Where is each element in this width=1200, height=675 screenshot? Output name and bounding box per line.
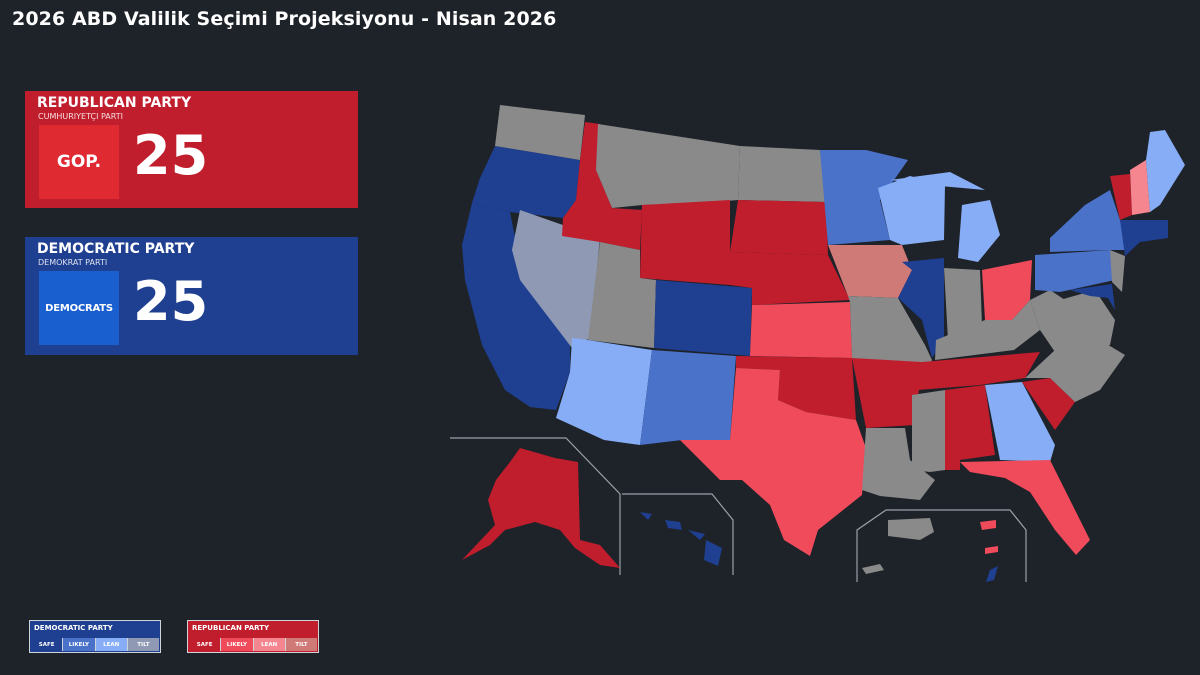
democrats-logo-text: DEMOCRATS <box>45 302 113 314</box>
state-oklahoma <box>736 356 856 420</box>
state-illinois <box>898 258 944 358</box>
state-pennsylvania <box>1035 250 1115 292</box>
republican-legend: REPUBLICAN PARTY SAFE LIKELY LEAN TILT <box>187 620 319 653</box>
republican-seat-card: REPUBLICAN PARTY CUMHURIYETÇI PARTI GOP.… <box>25 91 358 208</box>
state-west-virginia <box>1030 290 1065 330</box>
territory-islet <box>862 564 884 574</box>
state-georgia <box>985 382 1055 462</box>
republican-seat-count: 25 <box>133 124 209 187</box>
republican-party-subtitle: CUMHURIYETÇI PARTI <box>38 112 123 121</box>
legend-dem-lean: LEAN <box>94 638 127 651</box>
democratic-legend-levels: SAFE LIKELY LEAN TILT <box>31 638 159 651</box>
state-montana <box>596 124 740 208</box>
democratic-party-name: DEMOCRATIC PARTY <box>37 241 195 257</box>
state-california <box>462 203 570 410</box>
state-texas <box>680 368 866 556</box>
state-new-hampshire <box>1130 160 1150 215</box>
democratic-legend: DEMOCRATIC PARTY SAFE LIKELY LEAN TILT <box>29 620 161 653</box>
state-hawaii-maui <box>688 530 705 540</box>
republican-party-name: REPUBLICAN PARTY <box>37 95 192 111</box>
democratic-seat-count: 25 <box>133 270 209 333</box>
state-south-carolina <box>1022 378 1075 430</box>
democratic-seat-card: DEMOCRATIC PARTY DEMOKRAT PARTI DEMOCRAT… <box>25 237 358 355</box>
alaska-inset-frame <box>450 437 621 575</box>
state-mississippi <box>912 390 945 472</box>
state-new-mexico <box>640 350 736 445</box>
state-new-york <box>1050 190 1128 252</box>
state-michigan <box>958 200 1000 262</box>
state-utah <box>588 242 656 348</box>
state-washington <box>495 105 585 160</box>
page-title: 2026 ABD Valilik Seçimi Projeksiyonu - N… <box>12 8 557 30</box>
state-oregon <box>472 146 580 218</box>
state-wyoming <box>640 200 730 285</box>
state-idaho <box>562 122 642 250</box>
republican-legend-levels: SAFE LIKELY LEAN TILT <box>189 638 317 651</box>
state-north-dakota <box>738 146 826 202</box>
state-alaska <box>462 448 620 568</box>
state-new-jersey <box>1110 250 1125 292</box>
state-ohio <box>982 260 1032 320</box>
state-michigan-up <box>890 172 985 190</box>
state-north-carolina <box>1025 340 1125 402</box>
democratic-legend-title: DEMOCRATIC PARTY <box>34 624 113 632</box>
gop-logo-text: GOP. <box>56 152 102 172</box>
state-south-dakota <box>730 200 828 255</box>
gop-logo: GOP. <box>39 125 119 199</box>
state-arkansas <box>852 358 922 428</box>
state-indiana <box>944 268 982 340</box>
hawaii-inset-frame <box>622 493 734 575</box>
state-florida <box>960 460 1090 555</box>
state-massachusetts-connecticut <box>1120 220 1168 256</box>
territory-usvi <box>980 520 996 530</box>
state-hawaii-oahu <box>665 520 682 530</box>
legend-rep-tilt: TILT <box>284 638 317 651</box>
state-nevada <box>512 210 600 348</box>
state-hawaii-kauai <box>640 512 652 520</box>
legend-dem-likely: LIKELY <box>62 638 95 651</box>
state-arizona <box>556 338 652 445</box>
legend-rep-likely: LIKELY <box>220 638 253 651</box>
state-kentucky <box>935 300 1040 360</box>
legend-rep-lean: LEAN <box>252 638 285 651</box>
state-wisconsin <box>878 176 945 245</box>
state-minnesota <box>820 150 908 245</box>
democratic-party-subtitle: DEMOKRAT PARTI <box>38 258 108 267</box>
state-maryland <box>1070 284 1115 310</box>
territories-inset-frame <box>856 509 1027 582</box>
territory-guam <box>986 566 998 582</box>
state-colorado <box>654 280 752 356</box>
legend-dem-safe: SAFE <box>31 638 63 651</box>
state-alabama <box>945 385 995 470</box>
legend-dem-tilt: TILT <box>126 638 159 651</box>
state-kansas <box>750 302 852 358</box>
state-maine <box>1146 130 1185 212</box>
state-vermont <box>1110 174 1132 220</box>
territory-puerto-rico <box>888 518 934 540</box>
democrats-logo: DEMOCRATS <box>39 271 119 345</box>
legend-rep-safe: SAFE <box>189 638 221 651</box>
territory-usvi-2 <box>985 546 998 554</box>
state-hawaii-big-island <box>704 540 722 566</box>
state-tennessee <box>918 352 1040 390</box>
state-iowa <box>828 245 912 298</box>
state-louisiana <box>862 428 935 500</box>
republican-legend-title: REPUBLICAN PARTY <box>192 624 270 632</box>
state-nebraska <box>730 252 850 305</box>
